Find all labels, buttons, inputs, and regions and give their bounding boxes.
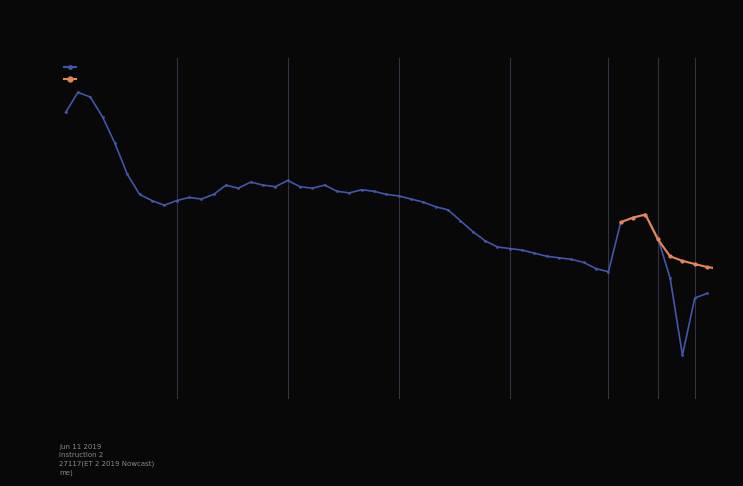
- Text: Jun 11 2019
Instruction 2
27117(ET 2 2019 Nowcast)
me): Jun 11 2019 Instruction 2 27117(ET 2 201…: [59, 444, 155, 476]
- Legend: , : ,: [64, 63, 79, 84]
